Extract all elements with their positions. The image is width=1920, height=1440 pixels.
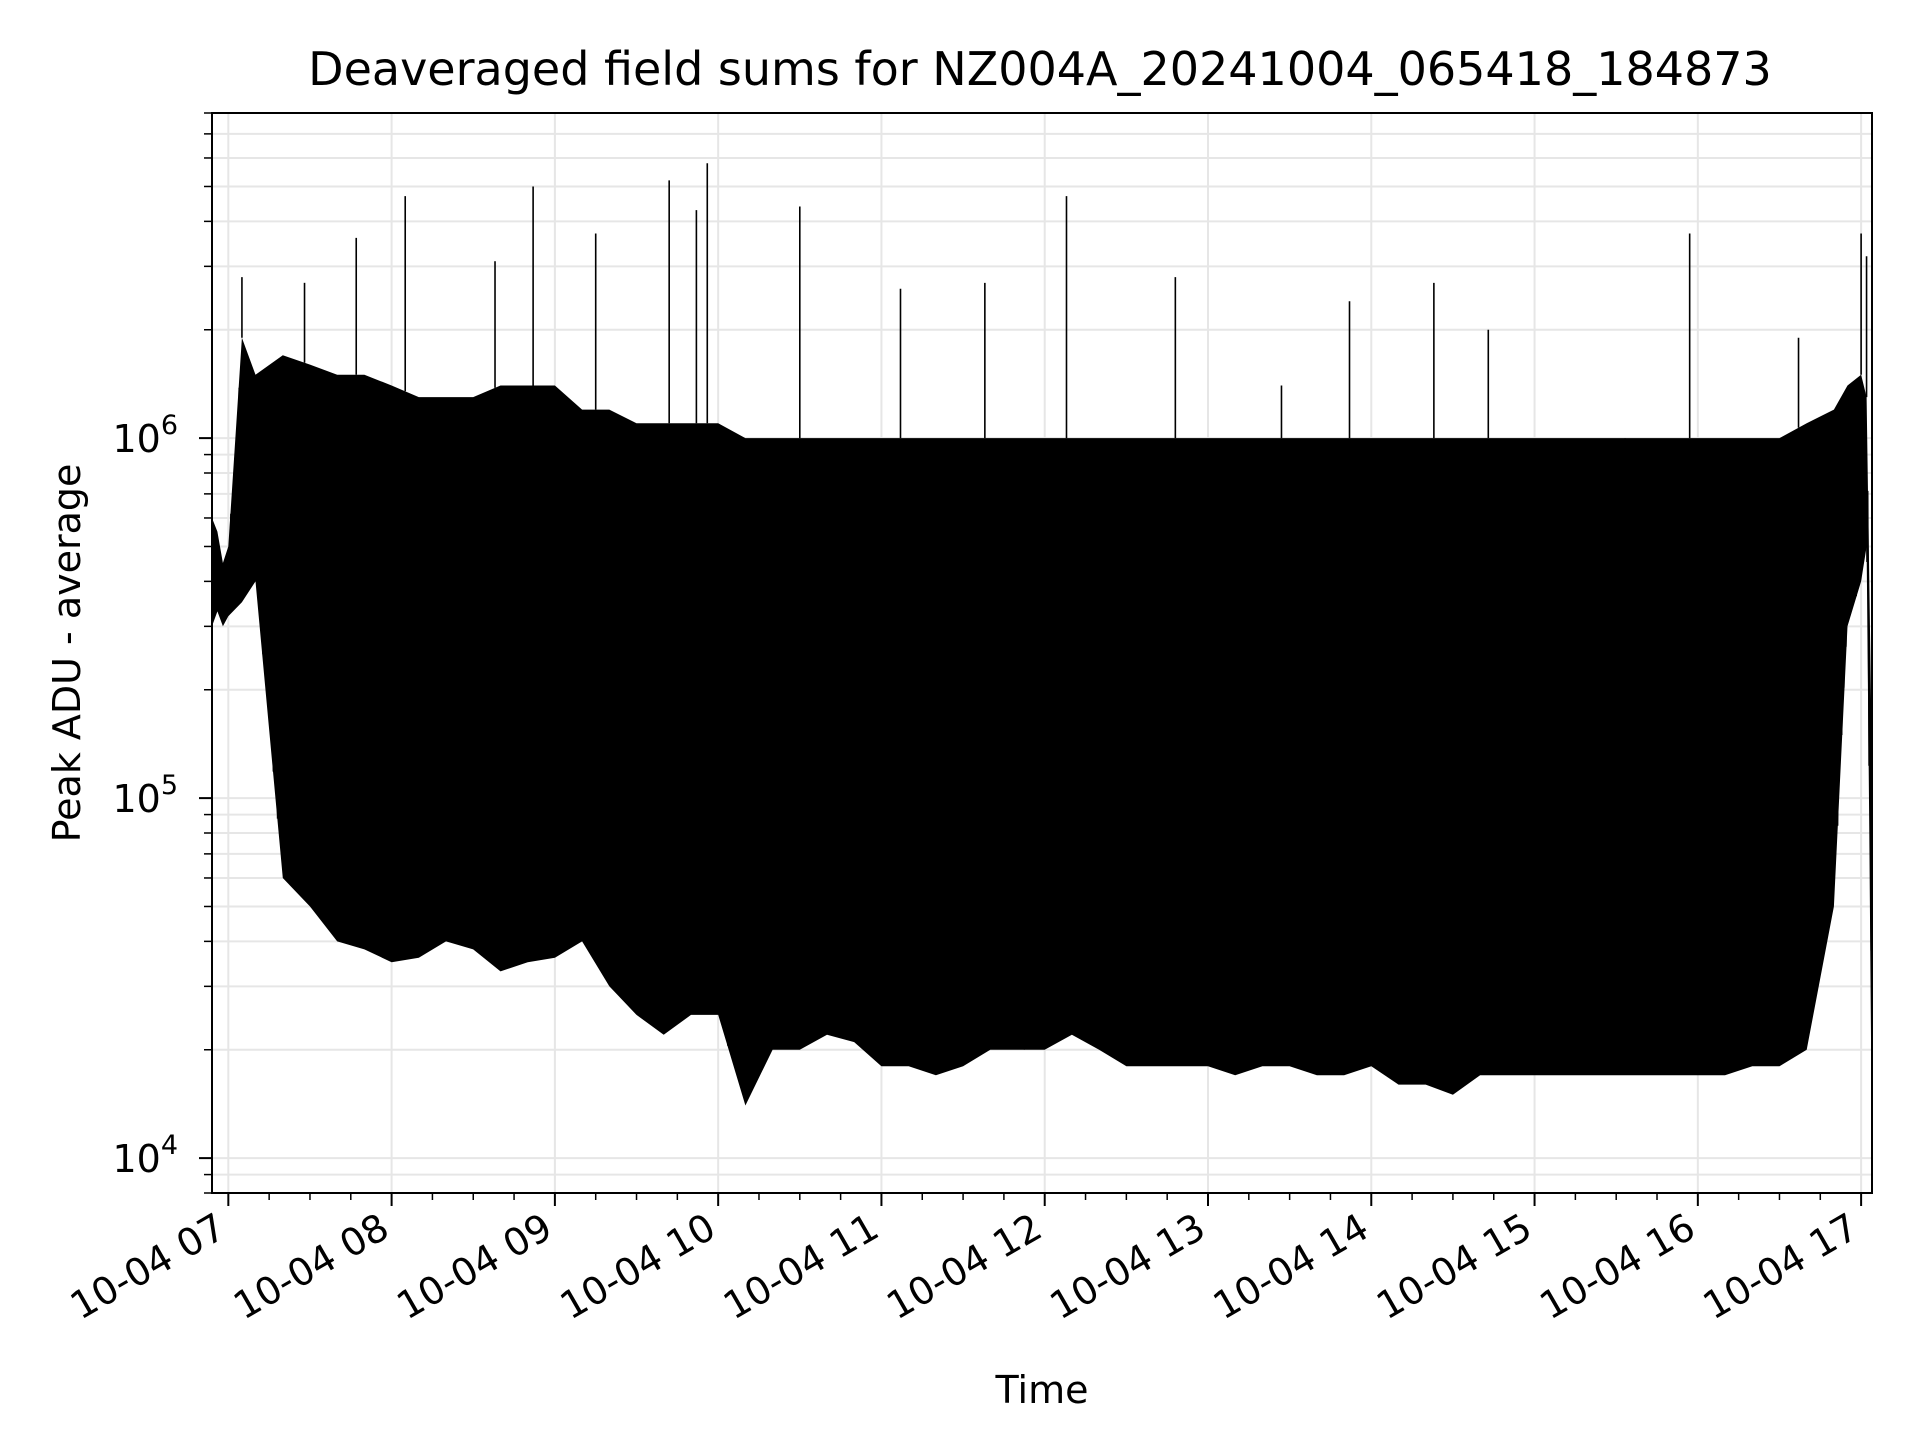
y-tick-label: 106 bbox=[112, 410, 178, 461]
y-tick-label: 104 bbox=[112, 1130, 178, 1181]
x-axis-label: Time bbox=[995, 1368, 1089, 1412]
series-spikes bbox=[241, 163, 1868, 439]
y-tick-label: 105 bbox=[112, 770, 178, 821]
series-line bbox=[211, 352, 1873, 1094]
y-axis-label: Peak ADU - average bbox=[45, 464, 89, 843]
data-layer bbox=[211, 163, 1873, 1159]
y-axis: 104 105 106 bbox=[112, 112, 212, 1194]
plot-frame bbox=[211, 112, 1873, 1194]
chart-title: Deaveraged field sums for NZ004A_2024100… bbox=[308, 42, 1772, 96]
plot-area bbox=[211, 112, 1873, 1194]
